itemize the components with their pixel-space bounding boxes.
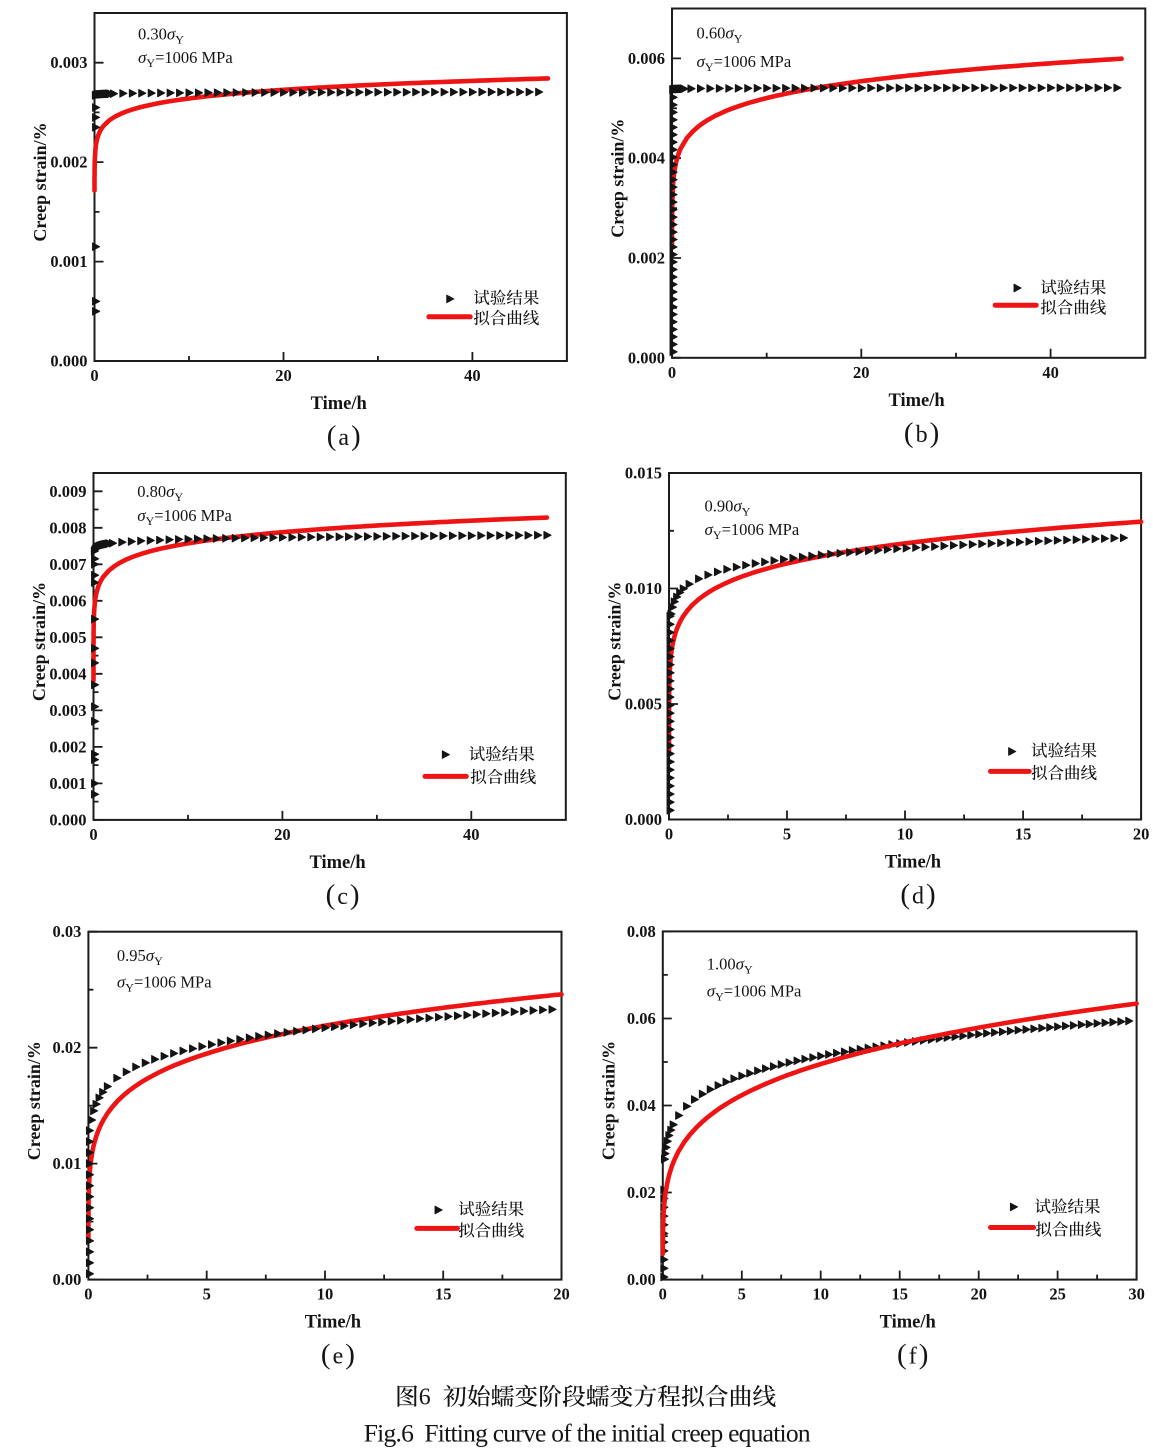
- svg-text:10: 10: [812, 1285, 829, 1304]
- svg-text:0.001: 0.001: [50, 252, 87, 271]
- svg-text:0.003: 0.003: [49, 701, 86, 720]
- svg-text:15: 15: [435, 1285, 452, 1304]
- svg-text:( b ): ( b ): [904, 417, 939, 449]
- svg-text:( a ): ( a ): [327, 420, 361, 452]
- svg-text:σY=1006 MPa: σY=1006 MPa: [707, 981, 802, 1003]
- svg-text:Time/h: Time/h: [305, 1313, 362, 1333]
- svg-text:5: 5: [783, 825, 791, 844]
- svg-text:0.006: 0.006: [628, 49, 665, 68]
- svg-text:0.60σY: 0.60σY: [697, 24, 743, 46]
- svg-text:30: 30: [1128, 1285, 1145, 1304]
- svg-text:0: 0: [659, 1285, 667, 1304]
- svg-text:20: 20: [274, 825, 291, 844]
- svg-text:0.000: 0.000: [628, 348, 665, 367]
- svg-text:0.002: 0.002: [49, 737, 86, 756]
- svg-text:20: 20: [853, 363, 870, 382]
- svg-text:0: 0: [89, 825, 97, 844]
- svg-text:10: 10: [317, 1285, 334, 1304]
- svg-text:6: 6: [419, 1385, 431, 1411]
- svg-text:Time/h: Time/h: [309, 853, 366, 873]
- svg-text:5: 5: [203, 1285, 211, 1304]
- svg-text:0.015: 0.015: [625, 464, 662, 483]
- svg-text:0.04: 0.04: [627, 1096, 656, 1115]
- svg-text:0.002: 0.002: [50, 153, 87, 172]
- svg-text:Creep strain/%: Creep strain/%: [30, 122, 50, 241]
- svg-text:0.005: 0.005: [49, 628, 86, 647]
- svg-text:0: 0: [84, 1285, 92, 1304]
- svg-text:20: 20: [970, 1285, 987, 1304]
- svg-text:σY=1006 MPa: σY=1006 MPa: [138, 48, 233, 70]
- svg-text:0.80σY: 0.80σY: [137, 482, 183, 504]
- svg-text:σY=1006 MPa: σY=1006 MPa: [117, 973, 212, 995]
- svg-text:0.02: 0.02: [53, 1038, 82, 1057]
- svg-text:0.006: 0.006: [49, 591, 86, 610]
- svg-text:0: 0: [665, 825, 673, 844]
- svg-text:Fig.6 Fitting curve of the in: Fig.6 Fitting curve of the initial creep…: [364, 1419, 811, 1448]
- svg-text:Creep strain/%: Creep strain/%: [598, 1041, 618, 1160]
- svg-text:0.00: 0.00: [627, 1270, 656, 1289]
- svg-text:Creep strain/%: Creep strain/%: [29, 582, 49, 701]
- svg-text:0.003: 0.003: [50, 53, 87, 72]
- svg-text:20: 20: [553, 1285, 570, 1304]
- svg-text:15: 15: [1015, 825, 1032, 844]
- svg-text:Creep strain/%: Creep strain/%: [608, 119, 628, 238]
- svg-text:10: 10: [897, 825, 914, 844]
- svg-text:0.01: 0.01: [53, 1154, 82, 1173]
- svg-text:0.95σY: 0.95σY: [117, 946, 163, 968]
- svg-text:0.08: 0.08: [627, 922, 656, 941]
- svg-text:1.00σY: 1.00σY: [707, 955, 753, 977]
- svg-text:0: 0: [668, 363, 676, 382]
- svg-text:( f ): ( f ): [897, 1339, 928, 1371]
- svg-text:0.004: 0.004: [628, 149, 665, 168]
- svg-text:Creep strain/%: Creep strain/%: [605, 582, 625, 701]
- svg-text:( c ): ( c ): [326, 879, 360, 911]
- svg-text:0.007: 0.007: [49, 555, 86, 574]
- svg-text:0.004: 0.004: [49, 664, 86, 683]
- svg-text:0.000: 0.000: [50, 352, 87, 371]
- svg-text:Time/h: Time/h: [885, 853, 942, 873]
- svg-text:0.90σY: 0.90σY: [705, 497, 751, 519]
- svg-text:( d ): ( d ): [900, 879, 935, 911]
- svg-text:0.02: 0.02: [627, 1183, 656, 1202]
- svg-text:σY=1006 MPa: σY=1006 MPa: [705, 520, 800, 542]
- svg-text:σY=1006 MPa: σY=1006 MPa: [137, 506, 232, 528]
- svg-text:Time/h: Time/h: [311, 394, 368, 414]
- svg-text:0.002: 0.002: [628, 249, 665, 268]
- svg-text:0.30σY: 0.30σY: [138, 25, 184, 47]
- svg-text:5: 5: [738, 1285, 746, 1304]
- svg-text:σY=1006 MPa: σY=1006 MPa: [697, 52, 792, 74]
- svg-text:20: 20: [275, 366, 292, 385]
- svg-text:20: 20: [1133, 825, 1150, 844]
- svg-text:Time/h: Time/h: [888, 391, 945, 411]
- svg-text:0.06: 0.06: [627, 1009, 656, 1028]
- svg-text:0.008: 0.008: [49, 518, 86, 537]
- svg-text:0.000: 0.000: [49, 810, 86, 829]
- svg-text:0.00: 0.00: [53, 1270, 82, 1289]
- svg-text:40: 40: [463, 825, 480, 844]
- svg-text:0.000: 0.000: [625, 810, 662, 829]
- svg-text:0.009: 0.009: [49, 482, 86, 501]
- svg-text:( e ): ( e ): [321, 1339, 355, 1371]
- svg-text:15: 15: [891, 1285, 908, 1304]
- svg-text:Creep strain/%: Creep strain/%: [24, 1041, 44, 1160]
- svg-text:25: 25: [1049, 1285, 1066, 1304]
- svg-text:Time/h: Time/h: [880, 1313, 937, 1333]
- svg-text:0.03: 0.03: [53, 922, 82, 941]
- svg-text:0.005: 0.005: [625, 695, 662, 714]
- svg-text:0: 0: [90, 366, 98, 385]
- svg-text:0.001: 0.001: [49, 774, 86, 793]
- svg-text:0.010: 0.010: [625, 579, 662, 598]
- svg-text:40: 40: [464, 366, 481, 385]
- svg-text:40: 40: [1042, 363, 1059, 382]
